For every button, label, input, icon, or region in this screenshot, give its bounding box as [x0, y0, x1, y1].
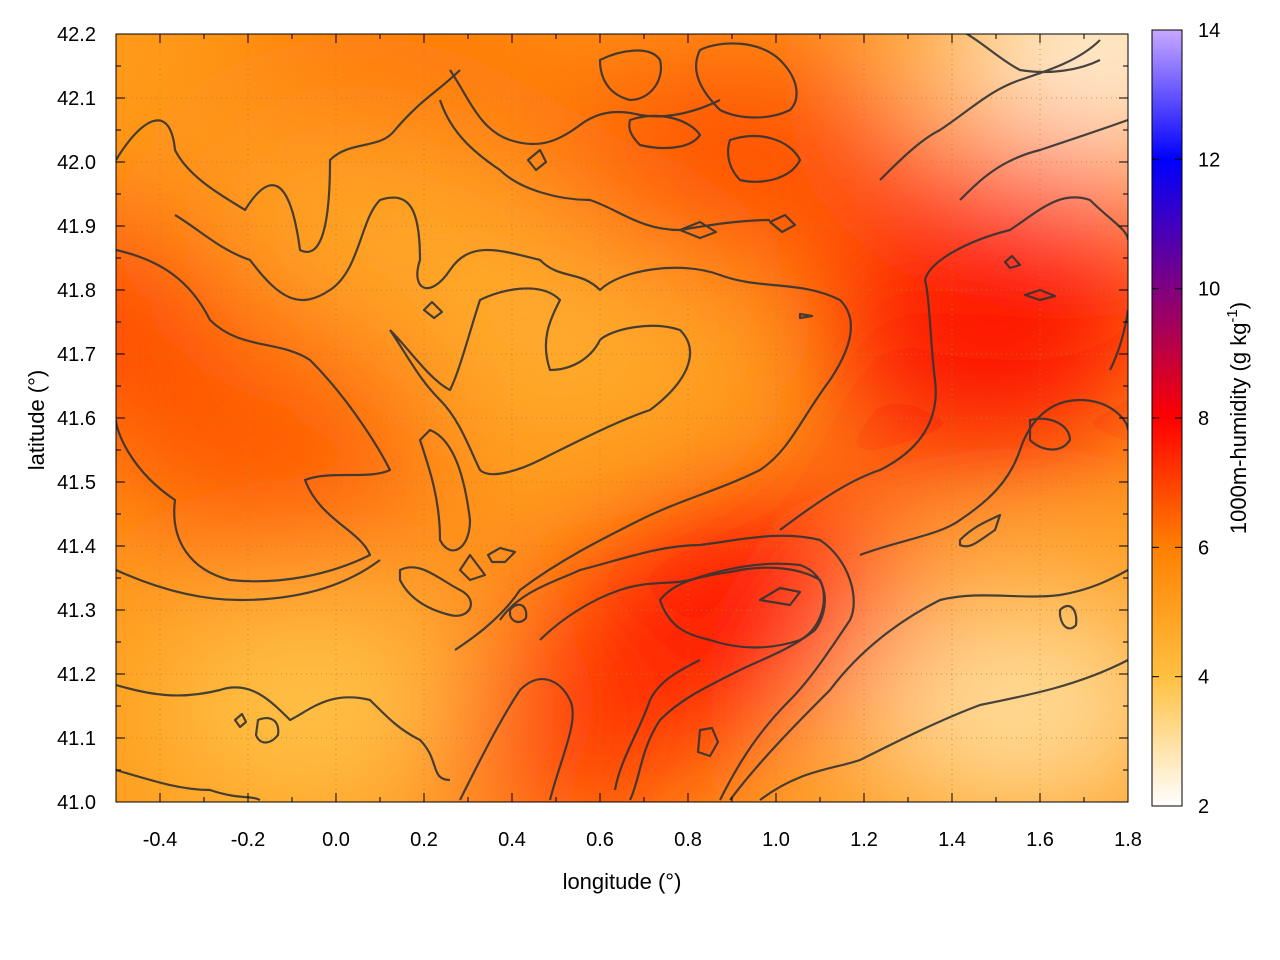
x-tick-label: 0.8	[674, 829, 702, 851]
x-tick-label: -0.4	[143, 829, 177, 851]
y-tick-label: 41.5	[57, 472, 96, 494]
y-tick-label: 41.0	[57, 792, 96, 814]
colorbar: 2 4 6 8 10 12 14 1000m-humidity (g kg-1)	[1151, 20, 1251, 818]
contour-line	[1109, 309, 1128, 371]
grid-lines	[116, 34, 1128, 802]
contour-line	[254, 717, 280, 744]
y-tick-label: 41.7	[57, 344, 96, 366]
contour-line	[758, 586, 802, 607]
contour-line	[526, 148, 548, 172]
contour-line	[116, 768, 261, 802]
colorbar-tick-label: 2	[1198, 796, 1209, 818]
y-tick-label: 41.3	[57, 600, 96, 622]
x-tick-label: 0.2	[410, 829, 438, 851]
contour-line	[116, 69, 461, 253]
contour-line	[116, 683, 451, 782]
colorbar-tick-label: 8	[1198, 408, 1209, 430]
colorbar-label: 1000m-humidity (g kg-1)	[1224, 302, 1251, 534]
contour-line	[779, 196, 1128, 531]
contour-line	[678, 220, 718, 240]
colorbar-tick-label: 10	[1198, 279, 1220, 301]
contour-line	[1058, 604, 1078, 630]
contour-line	[116, 248, 392, 583]
field-region	[144, 596, 484, 802]
contour-line	[174, 196, 852, 651]
contour-line	[389, 287, 692, 476]
x-tick-label: 1.2	[850, 829, 878, 851]
contour-line	[798, 312, 814, 320]
y-tick-label: 41.8	[57, 280, 96, 302]
contour-line	[695, 42, 798, 119]
colorbar-tick-label: 6	[1198, 537, 1209, 559]
humidity-field	[116, 34, 1128, 802]
field-region	[936, 34, 1128, 157]
x-axis: -0.4 -0.2 0.0 0.2 0.4 0.6 0.8 1.0 1.2 1.4 1.6 1.8	[115, 34, 1142, 851]
contour-line	[696, 726, 720, 758]
contour-line	[958, 513, 1002, 548]
x-tick-label: 0.6	[586, 829, 614, 851]
contour-line	[1028, 417, 1072, 451]
y-tick-label: 41.4	[57, 536, 96, 558]
y-axis: 41.0 41.1 41.2 41.3 41.4 41.5 41.6 41.7 41.8 41.9…	[57, 24, 1128, 814]
contour-line	[598, 49, 663, 102]
x-tick-label: 0.4	[498, 829, 526, 851]
field-region	[116, 340, 440, 560]
y-tick-label: 41.6	[57, 408, 96, 430]
contour-line	[233, 712, 248, 729]
x-tick-label: 1.0	[762, 829, 790, 851]
contour-line	[726, 135, 802, 183]
y-tick-label: 42.1	[57, 88, 96, 110]
field-region	[188, 116, 528, 336]
contour-line	[116, 559, 381, 602]
x-tick-label: -0.2	[231, 829, 265, 851]
contour-line	[879, 39, 1101, 181]
x-tick-label: 1.8	[1114, 829, 1142, 851]
contour-line	[499, 534, 855, 801]
y-tick-label: 41.2	[57, 664, 96, 686]
contour-line	[458, 553, 487, 582]
contour-line	[628, 114, 702, 150]
contour-line	[768, 213, 797, 234]
contour-line	[1003, 254, 1022, 270]
contour-lines	[116, 34, 1128, 802]
y-tick-label: 41.1	[57, 728, 96, 750]
field-region	[848, 148, 1128, 368]
y-tick-label: 42.2	[57, 24, 96, 46]
x-tick-label: 0.0	[322, 829, 350, 851]
contour-line	[422, 300, 444, 320]
contour-line	[508, 603, 528, 624]
contour-line	[459, 678, 574, 801]
y-tick-label: 42.0	[57, 152, 96, 174]
y-axis-label: latitude (°)	[24, 370, 49, 471]
contour-line	[613, 659, 701, 791]
contour-line	[964, 34, 1101, 74]
field-region	[848, 596, 1128, 802]
contour-line	[959, 118, 1128, 201]
contour-line	[1023, 288, 1057, 302]
x-tick-label: 1.4	[938, 829, 966, 851]
y-tick-label: 41.9	[57, 216, 96, 238]
contour-line	[418, 428, 472, 552]
x-tick-label: 1.6	[1026, 829, 1054, 851]
colorbar-tick-label: 12	[1198, 149, 1220, 171]
contour-line	[859, 398, 1128, 557]
contour-line	[759, 659, 1128, 801]
contour-line	[658, 566, 825, 649]
x-axis-label: longitude (°)	[563, 869, 682, 894]
contour-line	[398, 566, 472, 617]
contour-line	[449, 69, 721, 145]
colorbar-tick-label: 4	[1198, 667, 1209, 689]
plot-area	[115, 33, 1129, 803]
colorbar-ticks: 2 4 6 8 10 12 14	[1152, 20, 1220, 818]
contour-line	[729, 569, 1128, 801]
contour-line	[486, 546, 517, 564]
colorbar-tick-label: 14	[1198, 20, 1220, 42]
